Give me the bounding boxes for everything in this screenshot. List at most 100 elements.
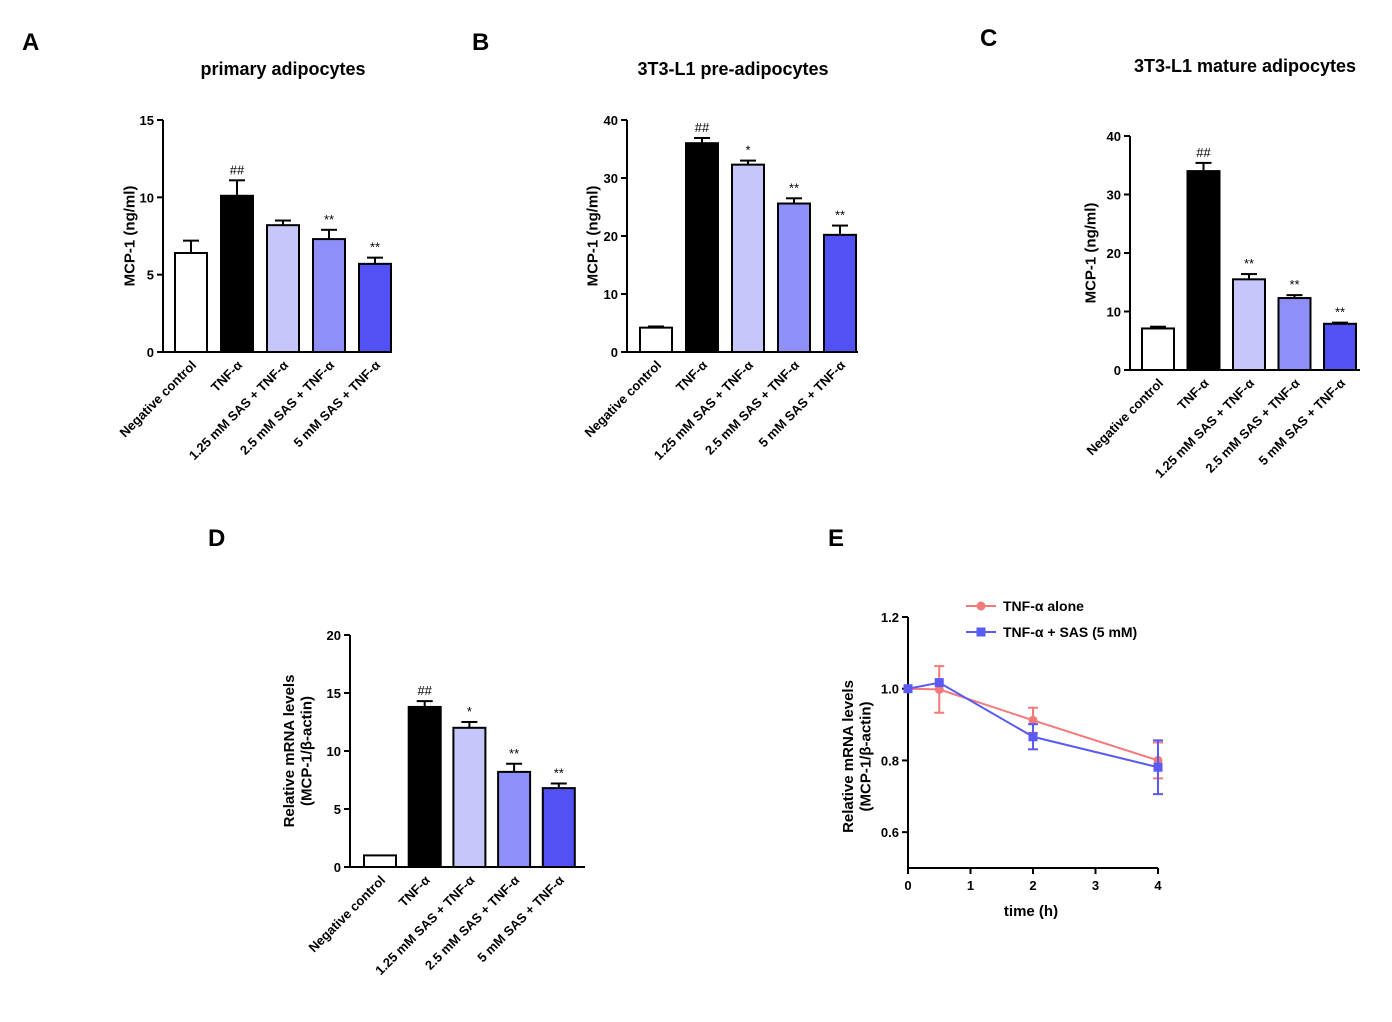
significance-label: ## — [417, 683, 432, 698]
chart-title: 3T3-L1 pre-adipocytes — [637, 59, 828, 79]
y-tick-label: 20 — [327, 628, 341, 643]
y-axis-label-line: Relative mRNA levels — [281, 675, 298, 828]
y-axis-label-line: MCP-1 (ng/ml) — [584, 186, 601, 287]
bar-chart-d: 0 5 10 15 20 Relative mRNA levels(MCP-1/β-act… — [281, 628, 585, 978]
chart-title: 3T3-L1 mature adipocytes — [1134, 56, 1356, 76]
bar — [1323, 322, 1357, 372]
x-category-label: 5 mM SAS + TNF-α — [291, 358, 384, 451]
bar — [452, 726, 487, 868]
legend-marker — [976, 601, 986, 611]
significance-label: ** — [1289, 277, 1299, 292]
x-category-label: Negative control — [581, 358, 664, 441]
y-axis-label: Relative mRNA levels(MCP-1/β-actin) — [840, 680, 874, 833]
y-tick-label: 20 — [1107, 246, 1121, 261]
panel-letter-a: A — [22, 29, 39, 56]
x-tick-label: 2 — [1029, 878, 1036, 893]
x-tick-label: 3 — [1092, 878, 1099, 893]
y-tick-label: 0 — [147, 345, 154, 360]
panel-letter-e: E — [828, 525, 844, 552]
y-tick-label: 0 — [1114, 363, 1121, 378]
legend-label: TNF-α + SAS (5 mM) — [1003, 624, 1137, 640]
bar — [1141, 327, 1175, 371]
y-axis-label: MCP-1 (ng/ml) — [1082, 203, 1099, 304]
x-category-label: Negative control — [1083, 376, 1166, 459]
bar — [1277, 297, 1312, 372]
x-category-label: 5 mM SAS + TNF-α — [474, 873, 567, 966]
y-tick-label: 15 — [327, 686, 341, 701]
y-tick-label: 40 — [604, 113, 618, 128]
bar — [312, 238, 346, 354]
bar — [266, 224, 300, 354]
data-point — [934, 684, 944, 694]
chart-title: primary adipocytes — [200, 59, 365, 79]
y-tick-label: 10 — [327, 744, 341, 759]
bar-chart-a: primary adipocytes 0 5 10 15 MCP-1 (ng/ml) Neg… — [116, 59, 392, 463]
y-tick-label: 5 — [334, 802, 341, 817]
legend-label: TNF-α alone — [1003, 598, 1084, 614]
bar — [1232, 278, 1266, 372]
bar — [685, 142, 719, 353]
data-point — [1028, 732, 1038, 742]
y-axis-label: Relative mRNA levels(MCP-1/β-actin) — [281, 675, 315, 828]
x-category-label: Negative control — [116, 358, 199, 441]
series-line — [907, 681, 1159, 769]
significance-label: ## — [1196, 145, 1211, 160]
y-tick-label: 0 — [611, 345, 618, 360]
significance-label: ** — [509, 746, 519, 761]
y-tick-label: 0.8 — [881, 753, 899, 768]
x-category-label: 5 mM SAS + TNF-α — [1256, 376, 1349, 469]
series-line — [907, 687, 1159, 762]
y-tick-label: 5 — [147, 268, 154, 283]
significance-label: ** — [835, 208, 845, 223]
panel-letter-b: B — [472, 29, 489, 56]
x-category-label: 5 mM SAS + TNF-α — [756, 358, 849, 451]
significance-label: ** — [1244, 256, 1254, 271]
y-axis-label-line: Relative mRNA levels — [840, 680, 857, 833]
significance-label: ** — [789, 180, 799, 195]
x-category-label: Negative control — [305, 873, 388, 956]
bar — [497, 770, 532, 869]
significance-label: ** — [554, 765, 564, 780]
data-point — [934, 678, 944, 688]
significance-label: ** — [324, 212, 334, 227]
y-axis-label-line: (MCP-1/β-actin) — [857, 702, 874, 812]
significance-label: * — [467, 704, 472, 719]
panel-letter-c: C — [980, 25, 997, 52]
y-tick-label: 40 — [1107, 129, 1121, 144]
x-category-label: TNF-α — [396, 873, 433, 910]
y-tick-label: 10 — [140, 190, 154, 205]
y-tick-label: 1.2 — [881, 610, 899, 625]
x-category-label: TNF-α — [1174, 376, 1211, 413]
y-axis-label: MCP-1 (ng/ml) — [121, 186, 138, 287]
significance-label: * — [745, 143, 750, 158]
significance-label: ** — [1335, 305, 1345, 320]
data-point — [1028, 715, 1038, 725]
panel-letter-d: D — [208, 525, 225, 552]
bar — [1186, 170, 1221, 371]
bar — [541, 787, 576, 868]
y-tick-label: 10 — [1107, 305, 1121, 320]
significance-label: ## — [230, 162, 245, 177]
x-tick-label: 0 — [904, 878, 911, 893]
y-tick-label: 1.0 — [881, 682, 899, 697]
y-tick-label: 20 — [604, 229, 618, 244]
y-axis-label-line: (MCP-1/β-actin) — [298, 696, 315, 806]
data-point — [1153, 762, 1163, 772]
bar — [220, 194, 254, 353]
y-axis-label: MCP-1 (ng/ml) — [584, 186, 601, 287]
line-chart-e: 0.6 0.8 1.0 1.2 0 1 2 3 4 time (h) Relative mRNA l… — [840, 598, 1163, 920]
bar — [777, 202, 811, 353]
y-tick-label: 15 — [140, 113, 154, 128]
bar — [174, 252, 208, 353]
bar — [731, 163, 765, 353]
y-axis-label-line: MCP-1 (ng/ml) — [121, 186, 138, 287]
y-tick-label: 0.6 — [881, 825, 899, 840]
significance-label: ** — [370, 240, 380, 255]
bar — [639, 326, 673, 354]
x-tick-label: 1 — [967, 878, 974, 893]
x-category-label: TNF-α — [673, 358, 710, 395]
x-axis-label: time (h) — [1004, 903, 1058, 920]
y-tick-label: 30 — [1107, 188, 1121, 203]
y-tick-label: 0 — [334, 860, 341, 875]
